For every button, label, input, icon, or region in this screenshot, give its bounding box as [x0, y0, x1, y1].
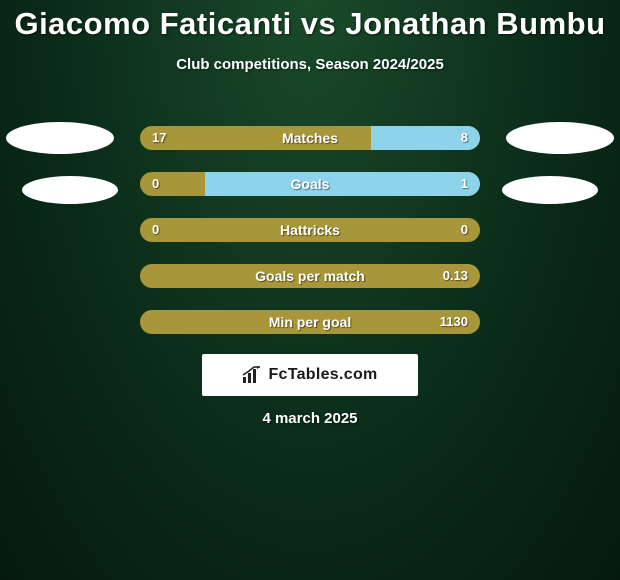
comparison-bars: 17 Matches 8 0 Goals 1 0 Hattricks 0 Goa… — [140, 126, 480, 334]
bar-value-right: 8 — [461, 126, 468, 150]
bar-row-matches: 17 Matches 8 — [140, 126, 480, 150]
bar-row-min-per-goal: Min per goal 1130 — [140, 310, 480, 334]
player-right-ellipse-2 — [502, 176, 598, 204]
bar-fill-right — [205, 172, 480, 196]
bar-value-right: 0 — [461, 218, 468, 242]
player-right-ellipse-1 — [506, 122, 614, 154]
chart-icon — [242, 366, 262, 384]
bar-row-goals-per-match: Goals per match 0.13 — [140, 264, 480, 288]
player-left-ellipse-1 — [6, 122, 114, 154]
brand-text: FcTables.com — [268, 366, 377, 384]
bar-value-left: 0 — [152, 172, 159, 196]
bar-row-hattricks: 0 Hattricks 0 — [140, 218, 480, 242]
bar-value-right: 1130 — [440, 310, 468, 334]
bar-value-left: 0 — [152, 218, 159, 242]
page-title: Giacomo Faticanti vs Jonathan Bumbu — [0, 0, 620, 42]
bar-label: Hattricks — [140, 218, 480, 242]
bar-label: Goals per match — [140, 264, 480, 288]
bar-value-right: 0.13 — [443, 264, 468, 288]
subtitle: Club competitions, Season 2024/2025 — [0, 56, 620, 73]
brand-link[interactable]: FcTables.com — [202, 354, 418, 396]
date-text: 4 march 2025 — [0, 410, 620, 427]
bar-row-goals: 0 Goals 1 — [140, 172, 480, 196]
bar-value-left: 17 — [152, 126, 166, 150]
player-left-ellipse-2 — [22, 176, 118, 204]
bar-value-right: 1 — [461, 172, 468, 196]
bar-label: Min per goal — [140, 310, 480, 334]
